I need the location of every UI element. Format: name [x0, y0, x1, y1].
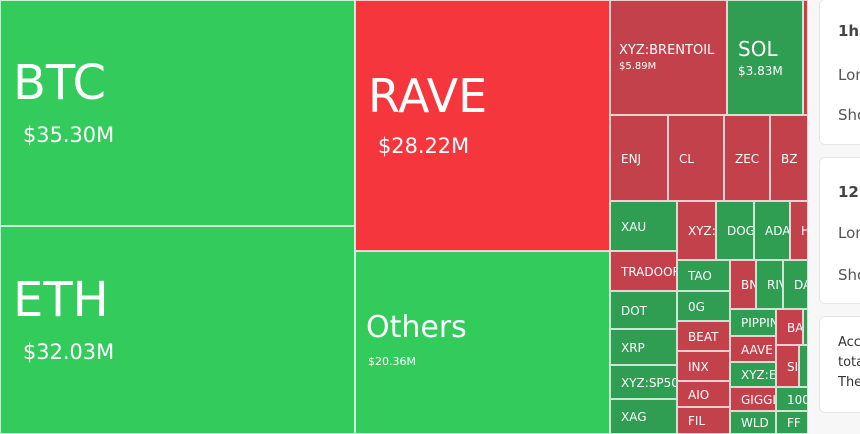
tile-unlabeled[interactable] [803, 0, 808, 115]
info-line: Acc [838, 335, 860, 350]
tile-label: ADA [765, 224, 790, 238]
tile-h[interactable]: H [790, 201, 808, 260]
tile-xyz-[interactable]: XYZ: [677, 201, 716, 260]
tile-aave[interactable]: AAVE [730, 336, 776, 362]
tile-label: ENJ [621, 151, 642, 166]
tile-xau[interactable]: XAU [610, 201, 677, 251]
tile-rave[interactable]: RAVE $28.22M [355, 0, 610, 251]
tile-label: BEAT [688, 329, 719, 344]
tile-xyz-brentoil[interactable]: XYZ:BRENTOIL $5.89M [610, 0, 727, 115]
tile-label: PIPPIN [741, 316, 776, 330]
tile-others[interactable]: Others $20.36M [355, 251, 610, 434]
tile-xyz-ew[interactable]: XYZ:EW [730, 362, 776, 387]
tile-value: $20.36M [368, 355, 416, 368]
card-1h: 1h Lon Sho [819, 0, 860, 145]
long-label: Lon [838, 224, 860, 242]
tile-dog[interactable]: DOG [716, 201, 754, 260]
tile-label: ETH [13, 271, 109, 328]
tile-inx[interactable]: INX [677, 351, 730, 381]
card-12h: 12h Lon Sho [819, 157, 860, 304]
tile-label: XYZ:BRENTOIL [619, 42, 715, 58]
tile-cl[interactable]: CL [668, 115, 724, 201]
info-line: tota [838, 355, 860, 370]
short-label: Sho [838, 106, 860, 124]
tile-label: FIL [688, 414, 706, 428]
tile-value: $28.22M [378, 134, 470, 158]
tile-label: H [801, 224, 807, 238]
tile-1000[interactable]: 1000 [776, 387, 808, 411]
tile-xag[interactable]: XAG [610, 399, 677, 434]
tile-da[interactable]: DA [783, 260, 808, 309]
tile-label: AIO [688, 387, 710, 402]
tile-ada[interactable]: ADA [754, 201, 790, 260]
tile-bz[interactable]: BZ [770, 115, 808, 201]
tile-tao[interactable]: TAO [677, 260, 730, 291]
tile-label: FF [787, 416, 801, 430]
tile-value: $5.89M [619, 60, 657, 72]
tile-pippin[interactable]: PIPPIN [730, 309, 776, 336]
tile-label: BZ [781, 151, 798, 166]
tile-label: 0G [688, 299, 705, 314]
tile-aio[interactable]: AIO [677, 381, 730, 407]
tile-xrp[interactable]: XRP [610, 329, 677, 365]
tile-wld[interactable]: WLD [730, 411, 776, 434]
tile-label: TRADOOR [621, 264, 677, 279]
tile-label: INX [688, 359, 709, 374]
tile-label: XYZ:EW [741, 368, 776, 382]
tile-label: XRP [621, 340, 645, 355]
short-label: Sho [838, 266, 860, 284]
tile-tradoor[interactable]: TRADOOR [610, 251, 677, 291]
tile-label: DOG [727, 224, 754, 238]
tile-label: XYZ: [688, 224, 716, 238]
tile-label: ZEC [735, 151, 760, 166]
tile-eth[interactable]: ETH $32.03M [0, 226, 355, 434]
tile-label: CL [679, 151, 695, 166]
tile-label: BN [741, 278, 755, 292]
tile-unlabeled[interactable] [803, 309, 808, 345]
tile-label: RAVE [368, 68, 488, 123]
tile-ba[interactable]: BA [776, 309, 803, 345]
tile-riv[interactable]: RIV [756, 260, 783, 309]
tile-value: $35.30M [23, 122, 115, 147]
tile-dot[interactable]: DOT [610, 291, 677, 329]
tile-label: TAO [688, 269, 712, 283]
tile-label: BA [787, 320, 803, 335]
tile-value: $3.83M [738, 63, 783, 78]
tile-giggl[interactable]: GIGGL [730, 387, 776, 411]
card-title: 12h [838, 183, 860, 201]
tile-0g[interactable]: 0G [677, 291, 730, 321]
tile-label: DA [794, 278, 807, 292]
tile-zec[interactable]: ZEC [724, 115, 770, 201]
tile-label: XYZ:SP500 [621, 375, 676, 390]
tile-bn[interactable]: BN [730, 260, 756, 309]
tile-label: GIGGL [741, 392, 776, 407]
info-card: Acc tota The [819, 316, 860, 413]
tile-sol[interactable]: SOL $3.83M [727, 0, 803, 115]
info-line: The [838, 375, 860, 390]
tile-xyz-sp500[interactable]: XYZ:SP500 [610, 365, 677, 399]
tile-label: BTC [13, 54, 106, 111]
tile-ff[interactable]: FF [776, 411, 808, 434]
tile-label: Others [366, 309, 467, 345]
tile-enj[interactable]: ENJ [610, 115, 668, 201]
tile-label: XAU [621, 219, 647, 234]
tile-btc[interactable]: BTC $35.30M [0, 0, 355, 226]
tile-label: XAG [621, 410, 647, 424]
tile-label: RIV [767, 278, 782, 292]
card-title: 1h [838, 22, 860, 40]
liquidation-treemap: BTC $35.30M ETH $32.03M RAVE $28.22M Others $20… [0, 0, 808, 434]
tile-label: AAVE [741, 342, 773, 357]
tile-si[interactable]: SI [776, 345, 799, 387]
tile-label: 1000 [787, 392, 807, 407]
tile-beat[interactable]: BEAT [677, 321, 730, 351]
tile-label: SOL [738, 36, 778, 61]
tile-unlabeled[interactable] [799, 345, 808, 387]
tile-value: $32.03M [23, 339, 115, 364]
tile-label: SI [787, 359, 799, 374]
long-label: Lon [838, 66, 860, 84]
tile-fil[interactable]: FIL [677, 407, 730, 434]
tile-label: DOT [621, 303, 648, 318]
tile-label: WLD [741, 416, 769, 430]
